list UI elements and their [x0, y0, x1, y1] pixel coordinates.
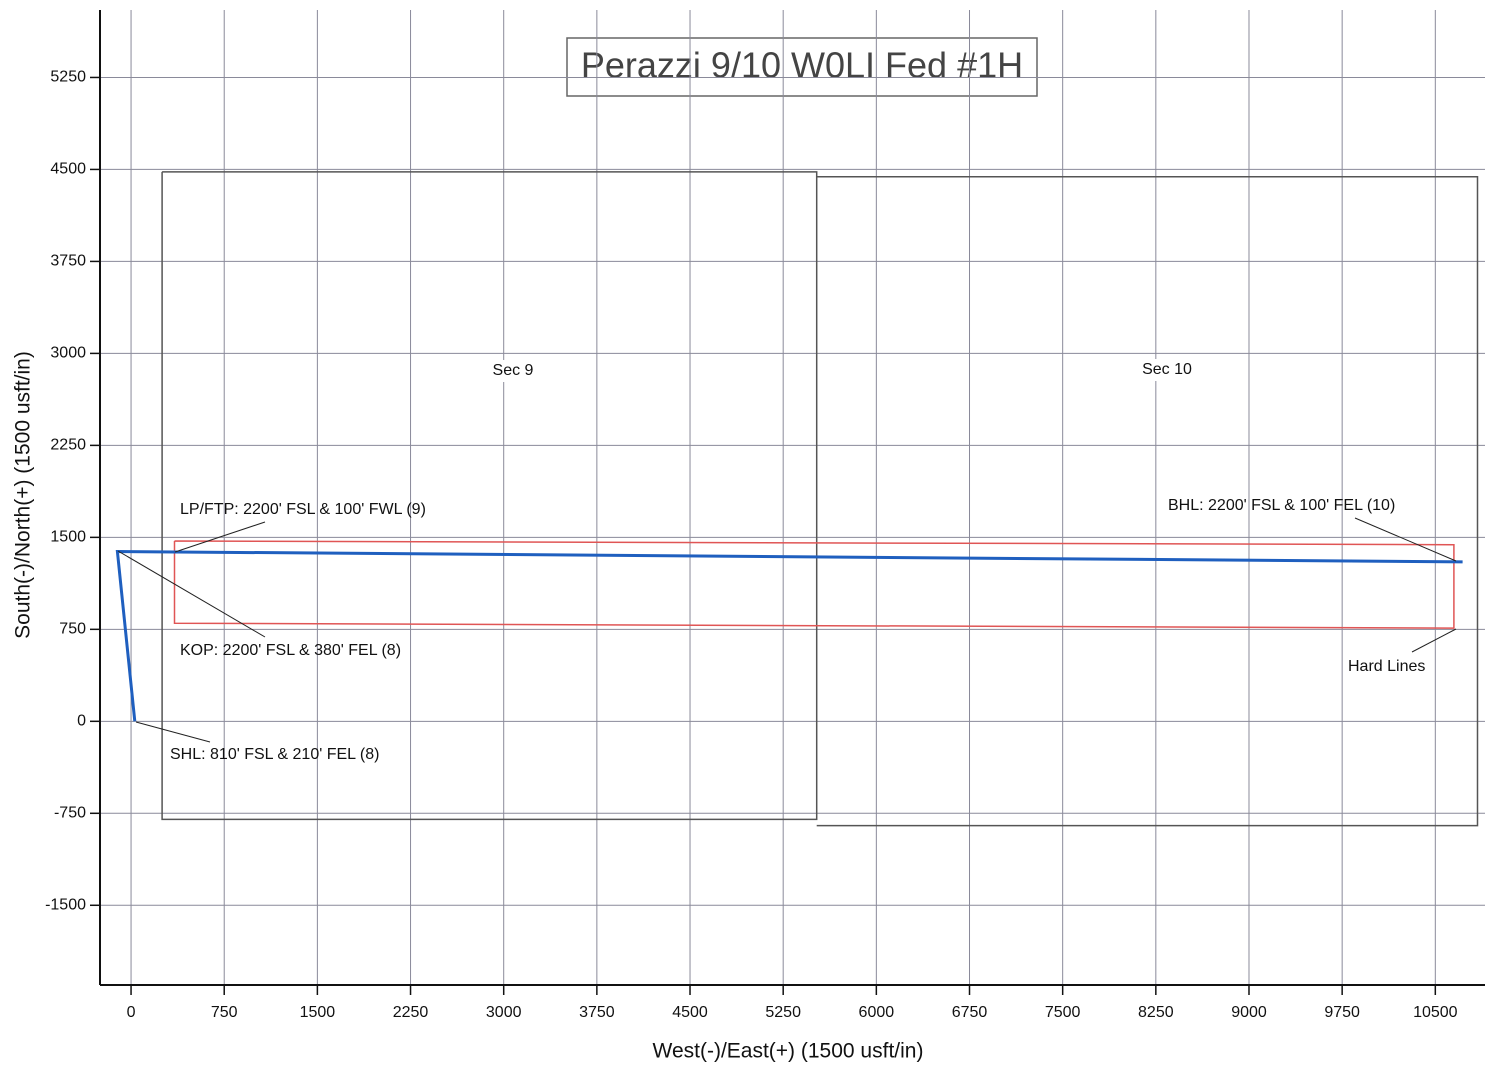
x-tick-label: 2250 [393, 1004, 429, 1021]
y-tick-label: 5250 [50, 69, 86, 86]
x-tick-label: 9750 [1324, 1004, 1360, 1021]
label-bg [1137, 359, 1197, 381]
title-box [566, 37, 1038, 97]
y-tick-label: 1500 [50, 529, 86, 546]
x-axis-label: West(-)/East(+) (1500 usft/in) [653, 1040, 924, 1063]
x-tick-label: 750 [211, 1004, 238, 1021]
leader-line [117, 550, 266, 638]
x-tick-label: 4500 [672, 1004, 708, 1021]
leader-line [1354, 517, 1457, 562]
annotation: LP/FTP: 2200' FSL & 100' FWL (9) [180, 501, 426, 518]
x-tick-label: 7500 [1045, 1004, 1081, 1021]
annotation: Hard Lines [1348, 658, 1425, 675]
y-tick-label: 3000 [50, 345, 86, 362]
y-tick-label: 3750 [50, 253, 86, 270]
chart-title: Perazzi 9/10 W0LI Fed #1H [581, 45, 1023, 86]
x-tick-label: 3000 [486, 1004, 522, 1021]
series-line [173, 540, 1455, 629]
annotation: KOP: 2200' FSL & 380' FEL (8) [180, 642, 401, 659]
annotation: Sec 10 [1142, 361, 1192, 378]
y-axis-label: South(-)/North(+) (1500 usft/in) [12, 351, 35, 639]
series-line [115, 549, 1463, 722]
y-tick-label: 2250 [50, 437, 86, 454]
x-tick-label: 9000 [1231, 1004, 1267, 1021]
annotation: Sec 9 [493, 362, 534, 379]
x-tick-label: 5250 [765, 1004, 801, 1021]
y-tick-label: -1500 [45, 897, 86, 914]
series-line [161, 171, 818, 821]
y-tick-label: 0 [77, 713, 86, 730]
annotation: BHL: 2200' FSL & 100' FEL (10) [1168, 497, 1395, 514]
y-tick-label: -750 [54, 805, 86, 822]
series-line [816, 176, 1479, 827]
x-tick-label: 8250 [1138, 1004, 1174, 1021]
x-tick-label: 3750 [579, 1004, 615, 1021]
x-tick-label: 6750 [952, 1004, 988, 1021]
y-tick-label: 750 [59, 621, 86, 638]
x-tick-label: 10500 [1413, 1004, 1458, 1021]
x-tick-label: 1500 [300, 1004, 336, 1021]
x-tick-label: 0 [127, 1004, 136, 1021]
y-tick-label: 4500 [50, 161, 86, 178]
x-tick-label: 6000 [859, 1004, 895, 1021]
label-bg [483, 360, 543, 382]
leader-line [135, 721, 211, 743]
leader-line [174, 521, 266, 553]
annotation: SHL: 810' FSL & 210' FEL (8) [170, 746, 379, 763]
leader-line [1411, 628, 1457, 653]
